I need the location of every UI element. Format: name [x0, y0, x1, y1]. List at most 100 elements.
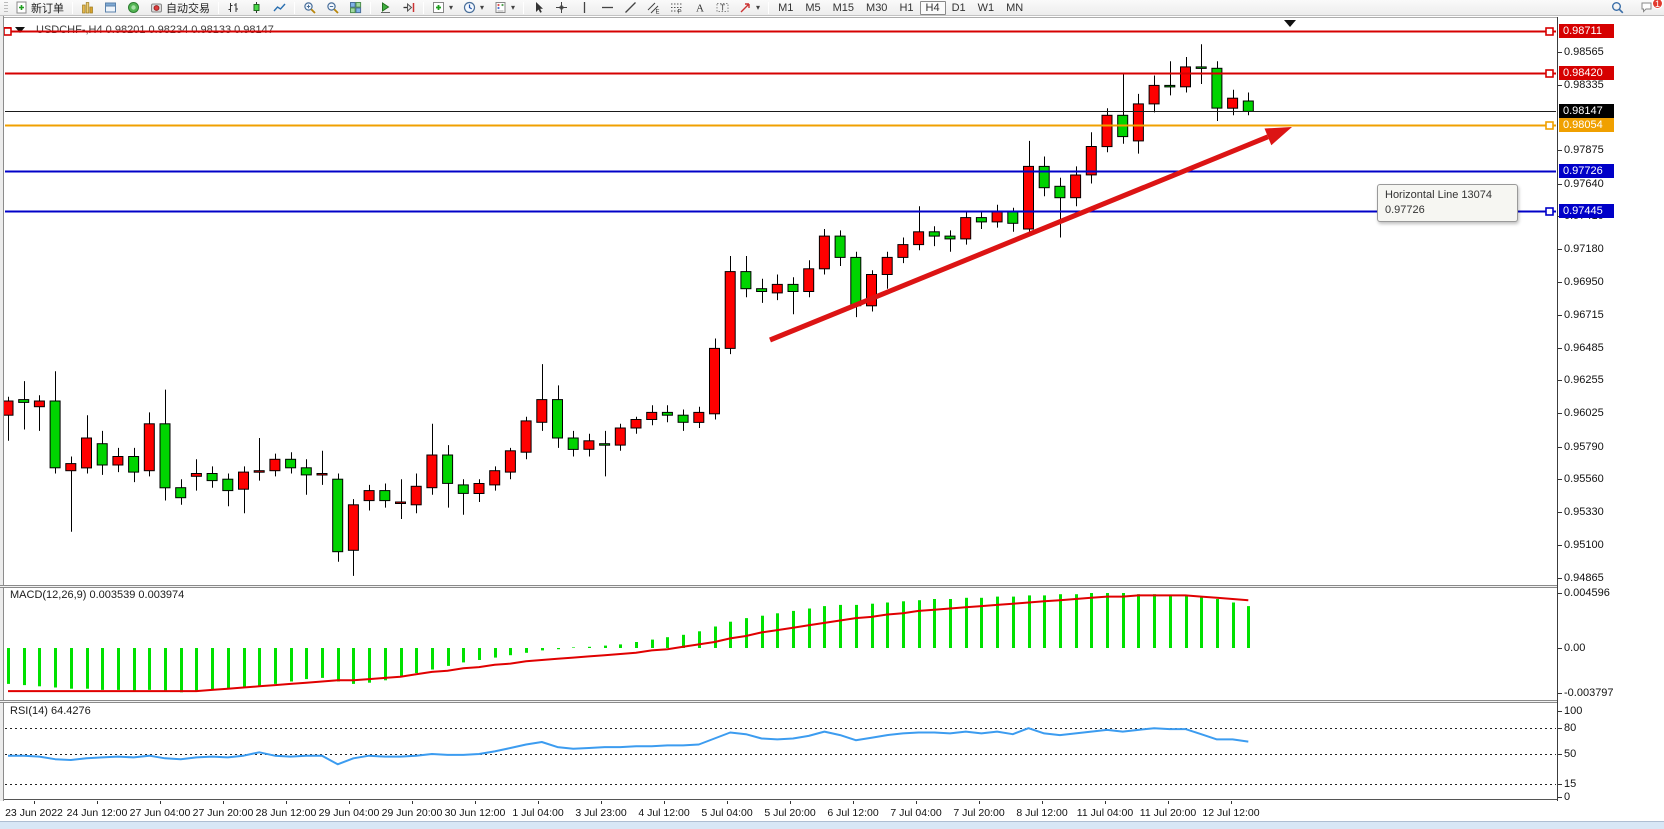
time-tick-mark — [979, 801, 980, 804]
time-tick-mark — [223, 801, 224, 804]
line-chart-button[interactable] — [268, 0, 291, 16]
hline-left-handle[interactable] — [4, 27, 11, 34]
zoom-out-button[interactable] — [321, 0, 344, 16]
price-line-badge: 0.97445 — [1559, 204, 1614, 218]
time-tick-mark — [1231, 801, 1232, 804]
pane-divider-rsi[interactable] — [0, 700, 1664, 703]
axis-tick-mark — [1558, 249, 1562, 250]
fibonacci-button[interactable]: F — [665, 0, 688, 16]
time-axis-label: 7 Jul 04:00 — [890, 807, 942, 819]
auto-scroll-icon — [381, 2, 390, 13]
profiles-button[interactable] — [99, 0, 122, 16]
tile-windows-button[interactable] — [344, 0, 367, 16]
time-axis-label: 11 Jul 20:00 — [1139, 807, 1197, 819]
macd-pane[interactable] — [4, 588, 1557, 700]
timeframe-m30-button[interactable]: M30 — [866, 1, 888, 14]
autotrading-icon — [151, 3, 162, 13]
time-axis-label: 6 Jul 12:00 — [827, 807, 879, 819]
text-button[interactable]: A — [688, 0, 711, 16]
data-window-button[interactable] — [122, 0, 145, 16]
axis-tick-mark — [1558, 578, 1562, 579]
macd-label: MACD(12,26,9) 0.003539 0.003974 — [10, 589, 185, 601]
charts-button[interactable] — [76, 0, 99, 16]
price-axis[interactable]: 0.985650.983350.978750.976400.974100.971… — [1557, 17, 1664, 803]
time-axis[interactable]: 23 Jun 2022 24 Jun 12:00 27 Jun 04:00 27 Ju… — [0, 801, 1664, 821]
bar-chart-button[interactable] — [222, 0, 245, 16]
trendline-button[interactable] — [619, 0, 642, 16]
price-line-badge: 0.97726 — [1559, 164, 1614, 178]
price-axis-tick: 0.95100 — [1564, 539, 1604, 551]
price-axis-tick: 0.96485 — [1564, 342, 1604, 354]
templates-icon — [495, 2, 506, 13]
time-axis-label: 8 Jul 12:00 — [1016, 807, 1068, 819]
search-button[interactable] — [1606, 0, 1629, 16]
crosshair-button[interactable] — [550, 0, 573, 16]
timeframe-d1-button[interactable]: D1 — [951, 1, 966, 14]
auto-scroll-button[interactable] — [374, 0, 397, 16]
time-tick-mark — [1042, 801, 1043, 804]
axis-tick-mark — [1558, 648, 1562, 649]
price-axis-tick: 0.98335 — [1564, 79, 1604, 91]
chat-icon — [1641, 2, 1652, 13]
data-window-icon — [128, 2, 139, 13]
hline-icon — [602, 6, 614, 9]
dropdown-caret-icon[interactable]: ▾ — [511, 3, 516, 12]
autotrading-button[interactable]: 自动交易 — [145, 0, 215, 16]
timeframe-h4-button[interactable]: H4 — [919, 0, 946, 15]
rsi-axis-tick: 50 — [1564, 748, 1577, 760]
axis-tick-mark — [1558, 184, 1562, 185]
price-axis-tick: 0.96255 — [1564, 374, 1604, 386]
templates-button[interactable]: ▾ — [489, 0, 520, 16]
svg-text:T: T — [720, 4, 725, 13]
time-axis-label: 4 Jul 12:00 — [638, 807, 690, 819]
toolbar-separator — [523, 1, 525, 14]
new-order-icon — [16, 1, 27, 14]
dropdown-caret-icon[interactable]: ▾ — [756, 3, 761, 12]
axis-tick-mark — [1558, 784, 1562, 785]
toolbar-separator — [72, 1, 73, 14]
axis-tick-mark — [1558, 693, 1562, 694]
chat-button[interactable]: 1 — [1635, 0, 1663, 16]
arrows-button[interactable]: ▾ — [734, 0, 765, 16]
dropdown-caret-icon[interactable]: ▾ — [480, 3, 485, 12]
timeframe-w1-button[interactable]: W1 — [977, 1, 995, 14]
timeframe-m5-button[interactable]: M5 — [805, 1, 821, 14]
zoom-in-button[interactable] — [298, 0, 321, 16]
channel-button[interactable]: E — [642, 0, 665, 16]
candle-chart-button[interactable] — [245, 0, 268, 16]
timeframe-h1-button[interactable]: H1 — [899, 1, 914, 14]
search-icon — [1612, 2, 1624, 14]
dropdown-caret-icon[interactable]: ▾ — [449, 3, 454, 12]
periods-button[interactable]: ▾ — [458, 0, 489, 16]
rsi-pane[interactable] — [4, 703, 1557, 800]
indicators-button[interactable]: ▾ — [427, 0, 458, 16]
toolbar-separator — [370, 1, 371, 14]
label-button[interactable]: T — [711, 0, 734, 16]
main-chart-pane[interactable] — [4, 17, 1557, 585]
charts-icon — [82, 2, 93, 14]
main-toolbar: 新订单 自动交易 ▾ ▾ ▾ E F A T ▾ M1 M5 M15 M30 H1 H4 D1 W1 MN 1 — [0, 0, 1664, 16]
price-axis-tick: 0.95790 — [1564, 441, 1604, 453]
axis-tick-mark — [1558, 512, 1562, 513]
fibonacci-icon: F — [671, 3, 683, 14]
timeframe-m15-button[interactable]: M15 — [832, 1, 855, 14]
tile-windows-icon — [350, 2, 362, 14]
price-axis-tick: 0.95560 — [1564, 473, 1604, 485]
timeframe-m1-button[interactable]: M1 — [778, 1, 794, 14]
chart-shift-button[interactable] — [397, 0, 420, 16]
vertical-line-button[interactable] — [573, 0, 596, 16]
axis-tick-mark — [1558, 728, 1562, 729]
price-line-badge: 0.98147 — [1559, 104, 1614, 118]
time-axis-label: 5 Jul 04:00 — [701, 807, 753, 819]
timeframe-mn-button[interactable]: MN — [1006, 1, 1024, 14]
axis-tick-mark — [1558, 711, 1562, 712]
time-axis-label: 27 Jun 20:00 — [192, 807, 254, 819]
new-order-button[interactable]: 新订单 — [10, 0, 69, 16]
pane-divider-macd[interactable] — [0, 585, 1664, 588]
axis-tick-mark — [1558, 754, 1562, 755]
time-axis-label: 5 Jul 20:00 — [764, 807, 816, 819]
rsi-axis-tick: 15 — [1564, 778, 1577, 790]
cursor-button[interactable] — [527, 0, 550, 16]
time-tick-mark — [349, 801, 350, 804]
horizontal-line-button[interactable] — [596, 0, 619, 16]
